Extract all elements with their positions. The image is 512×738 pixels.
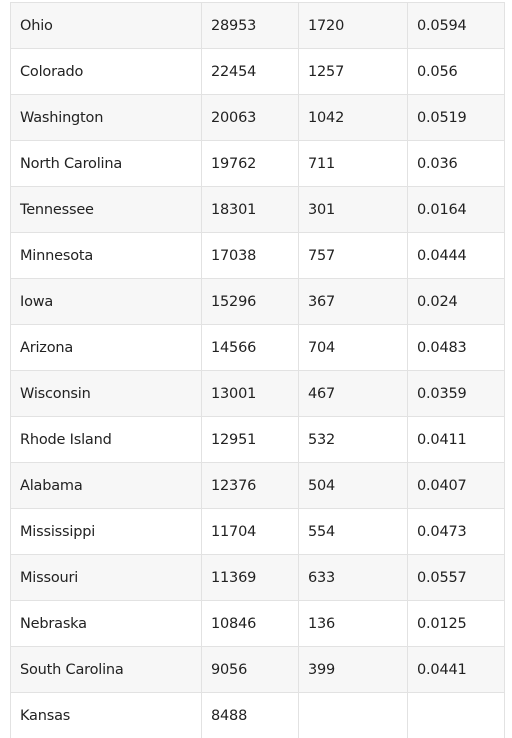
table-row: Kansas 8488 [10,692,505,738]
state-cell: Rhode Island [10,416,202,463]
rate-cell: 0.0557 [407,554,505,601]
rate-cell: 0.056 [407,48,505,95]
deaths-cell [298,692,408,738]
cases-cell: 22454 [201,48,299,95]
rate-cell [407,692,505,738]
deaths-cell: 467 [298,370,408,417]
rate-cell: 0.0407 [407,462,505,509]
state-cell: Colorado [10,48,202,95]
deaths-cell: 554 [298,508,408,555]
deaths-cell: 1720 [298,2,408,49]
cases-cell: 28953 [201,2,299,49]
rate-cell: 0.036 [407,140,505,187]
table-row: Alabama 12376 504 0.0407 [10,462,505,509]
cases-cell: 15296 [201,278,299,325]
rate-cell: 0.0519 [407,94,505,141]
cases-cell: 10846 [201,600,299,647]
rate-cell: 0.0164 [407,186,505,233]
table-row: Rhode Island 12951 532 0.0411 [10,416,505,463]
table-row: Minnesota 17038 757 0.0444 [10,232,505,279]
state-cell: Mississippi [10,508,202,555]
rate-cell: 0.0473 [407,508,505,555]
table-row: Arizona 14566 704 0.0483 [10,324,505,371]
state-cell: North Carolina [10,140,202,187]
cases-cell: 11369 [201,554,299,601]
cases-cell: 20063 [201,94,299,141]
state-cell: Alabama [10,462,202,509]
table-row: South Carolina 9056 399 0.0441 [10,646,505,693]
deaths-cell: 704 [298,324,408,371]
table-row: Missouri 11369 633 0.0557 [10,554,505,601]
table-row: Wisconsin 13001 467 0.0359 [10,370,505,417]
table-row: Nebraska 10846 136 0.0125 [10,600,505,647]
table-row: Colorado 22454 1257 0.056 [10,48,505,95]
deaths-cell: 633 [298,554,408,601]
cases-cell: 12376 [201,462,299,509]
state-cell: Missouri [10,554,202,601]
table-row: Ohio 28953 1720 0.0594 [10,2,505,49]
table-row: Iowa 15296 367 0.024 [10,278,505,325]
deaths-cell: 367 [298,278,408,325]
table-row: Mississippi 11704 554 0.0473 [10,508,505,555]
state-cell: Ohio [10,2,202,49]
state-cell: Nebraska [10,600,202,647]
deaths-cell: 301 [298,186,408,233]
cases-cell: 8488 [201,692,299,738]
deaths-cell: 1042 [298,94,408,141]
deaths-cell: 136 [298,600,408,647]
state-cell: Washington [10,94,202,141]
deaths-cell: 1257 [298,48,408,95]
data-table-container: Ohio 28953 1720 0.0594 Colorado 22454 1257 0.05… [10,2,505,738]
cases-cell: 9056 [201,646,299,693]
rate-cell: 0.0483 [407,324,505,371]
deaths-cell: 711 [298,140,408,187]
table-row: Washington 20063 1042 0.0519 [10,94,505,141]
data-table: Ohio 28953 1720 0.0594 Colorado 22454 1257 0.05… [10,2,505,738]
cases-cell: 11704 [201,508,299,555]
rate-cell: 0.0359 [407,370,505,417]
table-row: North Carolina 19762 711 0.036 [10,140,505,187]
deaths-cell: 532 [298,416,408,463]
cases-cell: 17038 [201,232,299,279]
cases-cell: 19762 [201,140,299,187]
deaths-cell: 757 [298,232,408,279]
deaths-cell: 504 [298,462,408,509]
rate-cell: 0.0441 [407,646,505,693]
state-cell: Iowa [10,278,202,325]
state-cell: Minnesota [10,232,202,279]
rate-cell: 0.0411 [407,416,505,463]
cases-cell: 18301 [201,186,299,233]
rate-cell: 0.0444 [407,232,505,279]
state-cell: South Carolina [10,646,202,693]
rate-cell: 0.024 [407,278,505,325]
state-cell: Kansas [10,692,202,738]
state-cell: Wisconsin [10,370,202,417]
cases-cell: 13001 [201,370,299,417]
table-body: Ohio 28953 1720 0.0594 Colorado 22454 1257 0.05… [10,2,505,738]
rate-cell: 0.0594 [407,2,505,49]
state-cell: Tennessee [10,186,202,233]
deaths-cell: 399 [298,646,408,693]
cases-cell: 12951 [201,416,299,463]
table-row: Tennessee 18301 301 0.0164 [10,186,505,233]
cases-cell: 14566 [201,324,299,371]
rate-cell: 0.0125 [407,600,505,647]
state-cell: Arizona [10,324,202,371]
